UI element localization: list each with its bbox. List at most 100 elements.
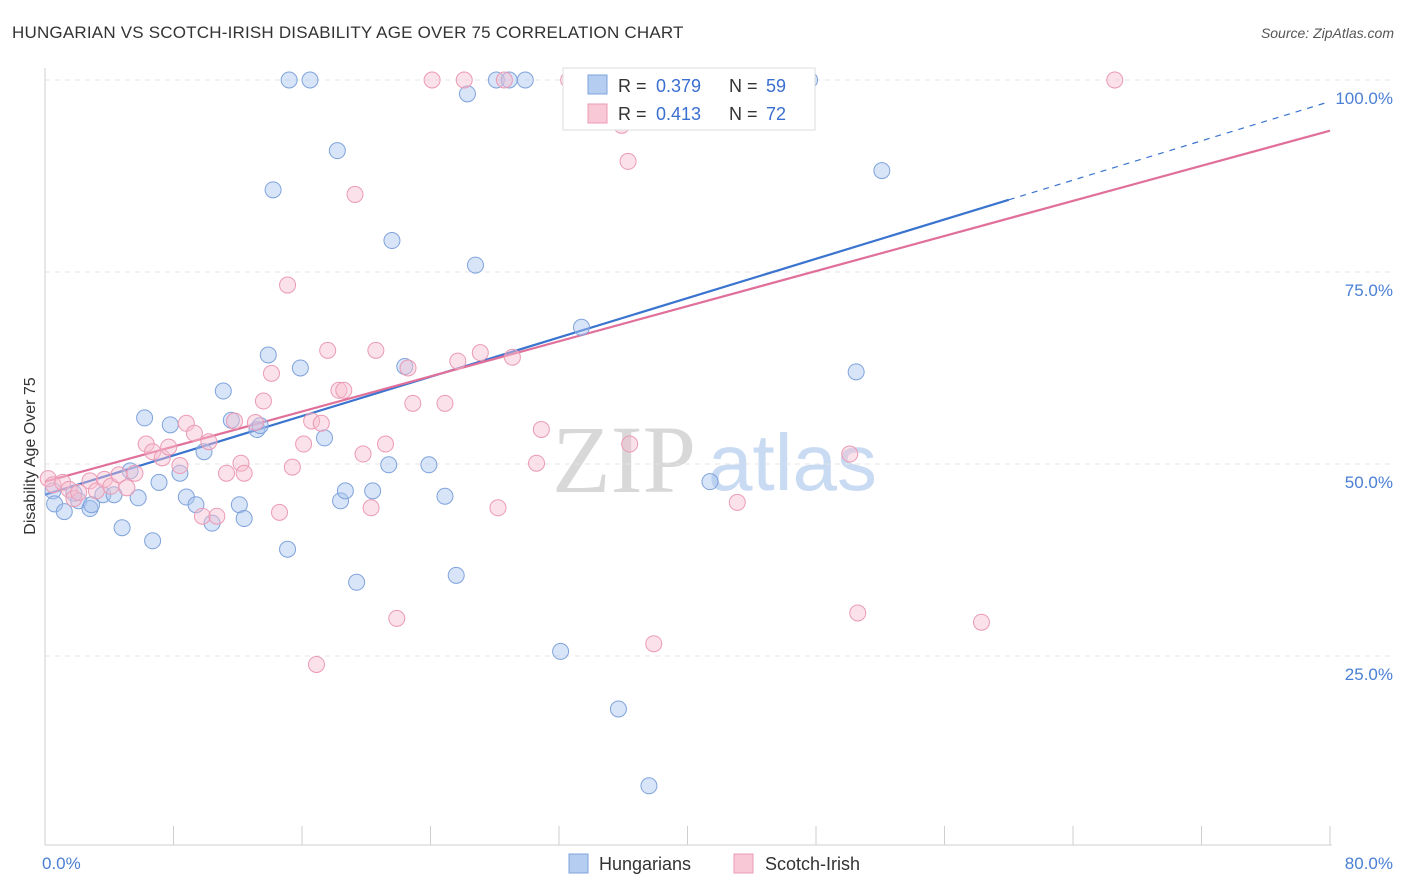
series-legend: Hungarians Scotch-Irish (568, 853, 860, 874)
scotch-irish-point-71 (1106, 71, 1124, 89)
grid-lines (45, 79, 1392, 657)
watermark-atlas: atlas (708, 418, 877, 507)
scotch-irish-point-50 (449, 352, 467, 370)
scotch-irish-point-51 (455, 71, 473, 89)
scotch-irish-point-21 (200, 433, 218, 451)
hungarians-point-26 (251, 417, 269, 435)
hungarians-point-39 (380, 456, 398, 474)
legend-swatch-scotch-irish (733, 853, 754, 874)
hungarians-point-46 (466, 256, 484, 274)
scotch-irish-point-47 (404, 394, 422, 412)
hungarians-trend-line (44, 198, 1010, 496)
stats-swatch-hungarians (587, 74, 608, 95)
legend-label-scotch-irish: Scotch-Irish (765, 854, 860, 874)
scotch-irish-point-68 (841, 445, 859, 463)
hungarians-point-12 (136, 409, 154, 427)
scotch-irish-point-36 (312, 414, 330, 432)
stats-r-label-1: R = (618, 104, 647, 124)
scotch-irish-point-20 (193, 507, 211, 525)
scotch-irish-point-52 (471, 344, 489, 362)
hungarians-point-45 (458, 85, 476, 103)
scotch-irish-point-23 (218, 464, 236, 482)
stats-swatch-scotch-irish (587, 103, 608, 124)
scotch-irish-point-6 (81, 472, 99, 490)
scotch-irish-point-28 (254, 392, 272, 410)
hungarians-point-50 (552, 642, 570, 660)
scotch-irish-point-30 (271, 503, 289, 521)
hungarians-point-9 (113, 519, 131, 537)
stats-legend-box: R = 0.379 N = 59 R = 0.413 N = 72 (562, 67, 816, 131)
scotch-irish-point-14 (144, 443, 162, 461)
hungarians-point-43 (436, 487, 454, 505)
data-points (39, 71, 1124, 795)
hungarians-point-34 (328, 142, 346, 160)
hungarians-point-29 (280, 71, 298, 89)
scotch-irish-point-41 (354, 445, 372, 463)
scotch-irish-point-12 (126, 464, 144, 482)
hungarians-point-2 (55, 503, 73, 521)
stats-r-value-1: 0.413 (656, 104, 701, 124)
scotch-irish-point-46 (399, 359, 417, 377)
hungarians-point-58 (873, 162, 891, 180)
hungarians-point-40 (383, 232, 401, 250)
scotch-irish-point-40 (346, 185, 364, 203)
scotch-irish-point-32 (283, 458, 301, 476)
hungarians-point-21 (214, 382, 232, 400)
hungarians-point-44 (447, 566, 465, 584)
hungarians-point-42 (420, 456, 438, 474)
scotch-irish-point-24 (226, 412, 244, 430)
scotch-irish-point-5 (70, 483, 88, 501)
hungarians-point-49 (516, 71, 534, 89)
scotch-irish-point-19 (185, 424, 203, 442)
legend-label-hungarians: Hungarians (599, 854, 691, 874)
scotch-irish-point-25 (232, 454, 250, 472)
axes (44, 68, 1332, 846)
scotch-irish-point-63 (645, 635, 663, 653)
hungarians-point-55 (701, 473, 719, 491)
hungarians-point-35 (332, 492, 350, 510)
y-axis-title: Disability Age Over 75 (22, 377, 39, 535)
hungarians-point-24 (235, 510, 253, 528)
hungarians-point-11 (129, 489, 147, 507)
scotch-irish-trend-line (44, 129, 1331, 483)
hungarians-point-14 (150, 473, 168, 491)
scotch-irish-point-55 (503, 348, 521, 366)
scotch-irish-point-54 (495, 71, 513, 89)
hungarians-point-15 (161, 416, 179, 434)
y-tick-label-75: 75.0% (1345, 281, 1393, 300)
x-tick-label-max: 80.0% (1345, 854, 1393, 873)
hungarians-point-30 (279, 540, 297, 558)
hungarians-point-53 (609, 700, 627, 718)
hungarians-point-38 (364, 482, 382, 500)
scotch-irish-point-69 (849, 604, 867, 622)
scotch-irish-point-43 (367, 341, 385, 359)
hungarians-point-32 (301, 71, 319, 89)
scotch-irish-point-33 (295, 435, 313, 453)
hungarians-point-31 (291, 359, 309, 377)
scotch-irish-point-3 (60, 480, 78, 498)
chart-source: Source: ZipAtlas.com (1261, 25, 1394, 41)
chart-title: HUNGARIAN VS SCOTCH-IRISH DISABILITY AGE… (12, 23, 684, 42)
y-tick-label-100: 100.0% (1335, 89, 1393, 108)
legend-swatch-hungarians (568, 853, 589, 874)
y-axis-ticks: 100.0% 75.0% 50.0% 25.0% (1335, 89, 1393, 684)
stats-r-label-0: R = (618, 76, 647, 96)
scotch-irish-point-17 (171, 457, 189, 475)
scotch-irish-point-70 (972, 613, 990, 631)
scotch-irish-point-48 (423, 71, 441, 89)
scotch-irish-point-56 (528, 454, 546, 472)
scotch-irish-point-31 (279, 276, 297, 294)
stats-r-value-0: 0.379 (656, 76, 701, 96)
scotch-irish-point-37 (319, 341, 337, 359)
hungarians-point-13 (144, 532, 162, 550)
scotch-irish-point-42 (362, 499, 380, 517)
stats-n-label-0: N = (729, 76, 758, 96)
scotch-irish-point-2 (54, 473, 72, 491)
scotch-irish-point-38 (330, 381, 348, 399)
stats-n-label-1: N = (729, 104, 758, 124)
scotch-irish-point-57 (532, 420, 550, 438)
scotch-irish-point-44 (377, 435, 395, 453)
scotch-irish-point-11 (118, 479, 136, 497)
scotch-irish-point-15 (153, 449, 171, 467)
